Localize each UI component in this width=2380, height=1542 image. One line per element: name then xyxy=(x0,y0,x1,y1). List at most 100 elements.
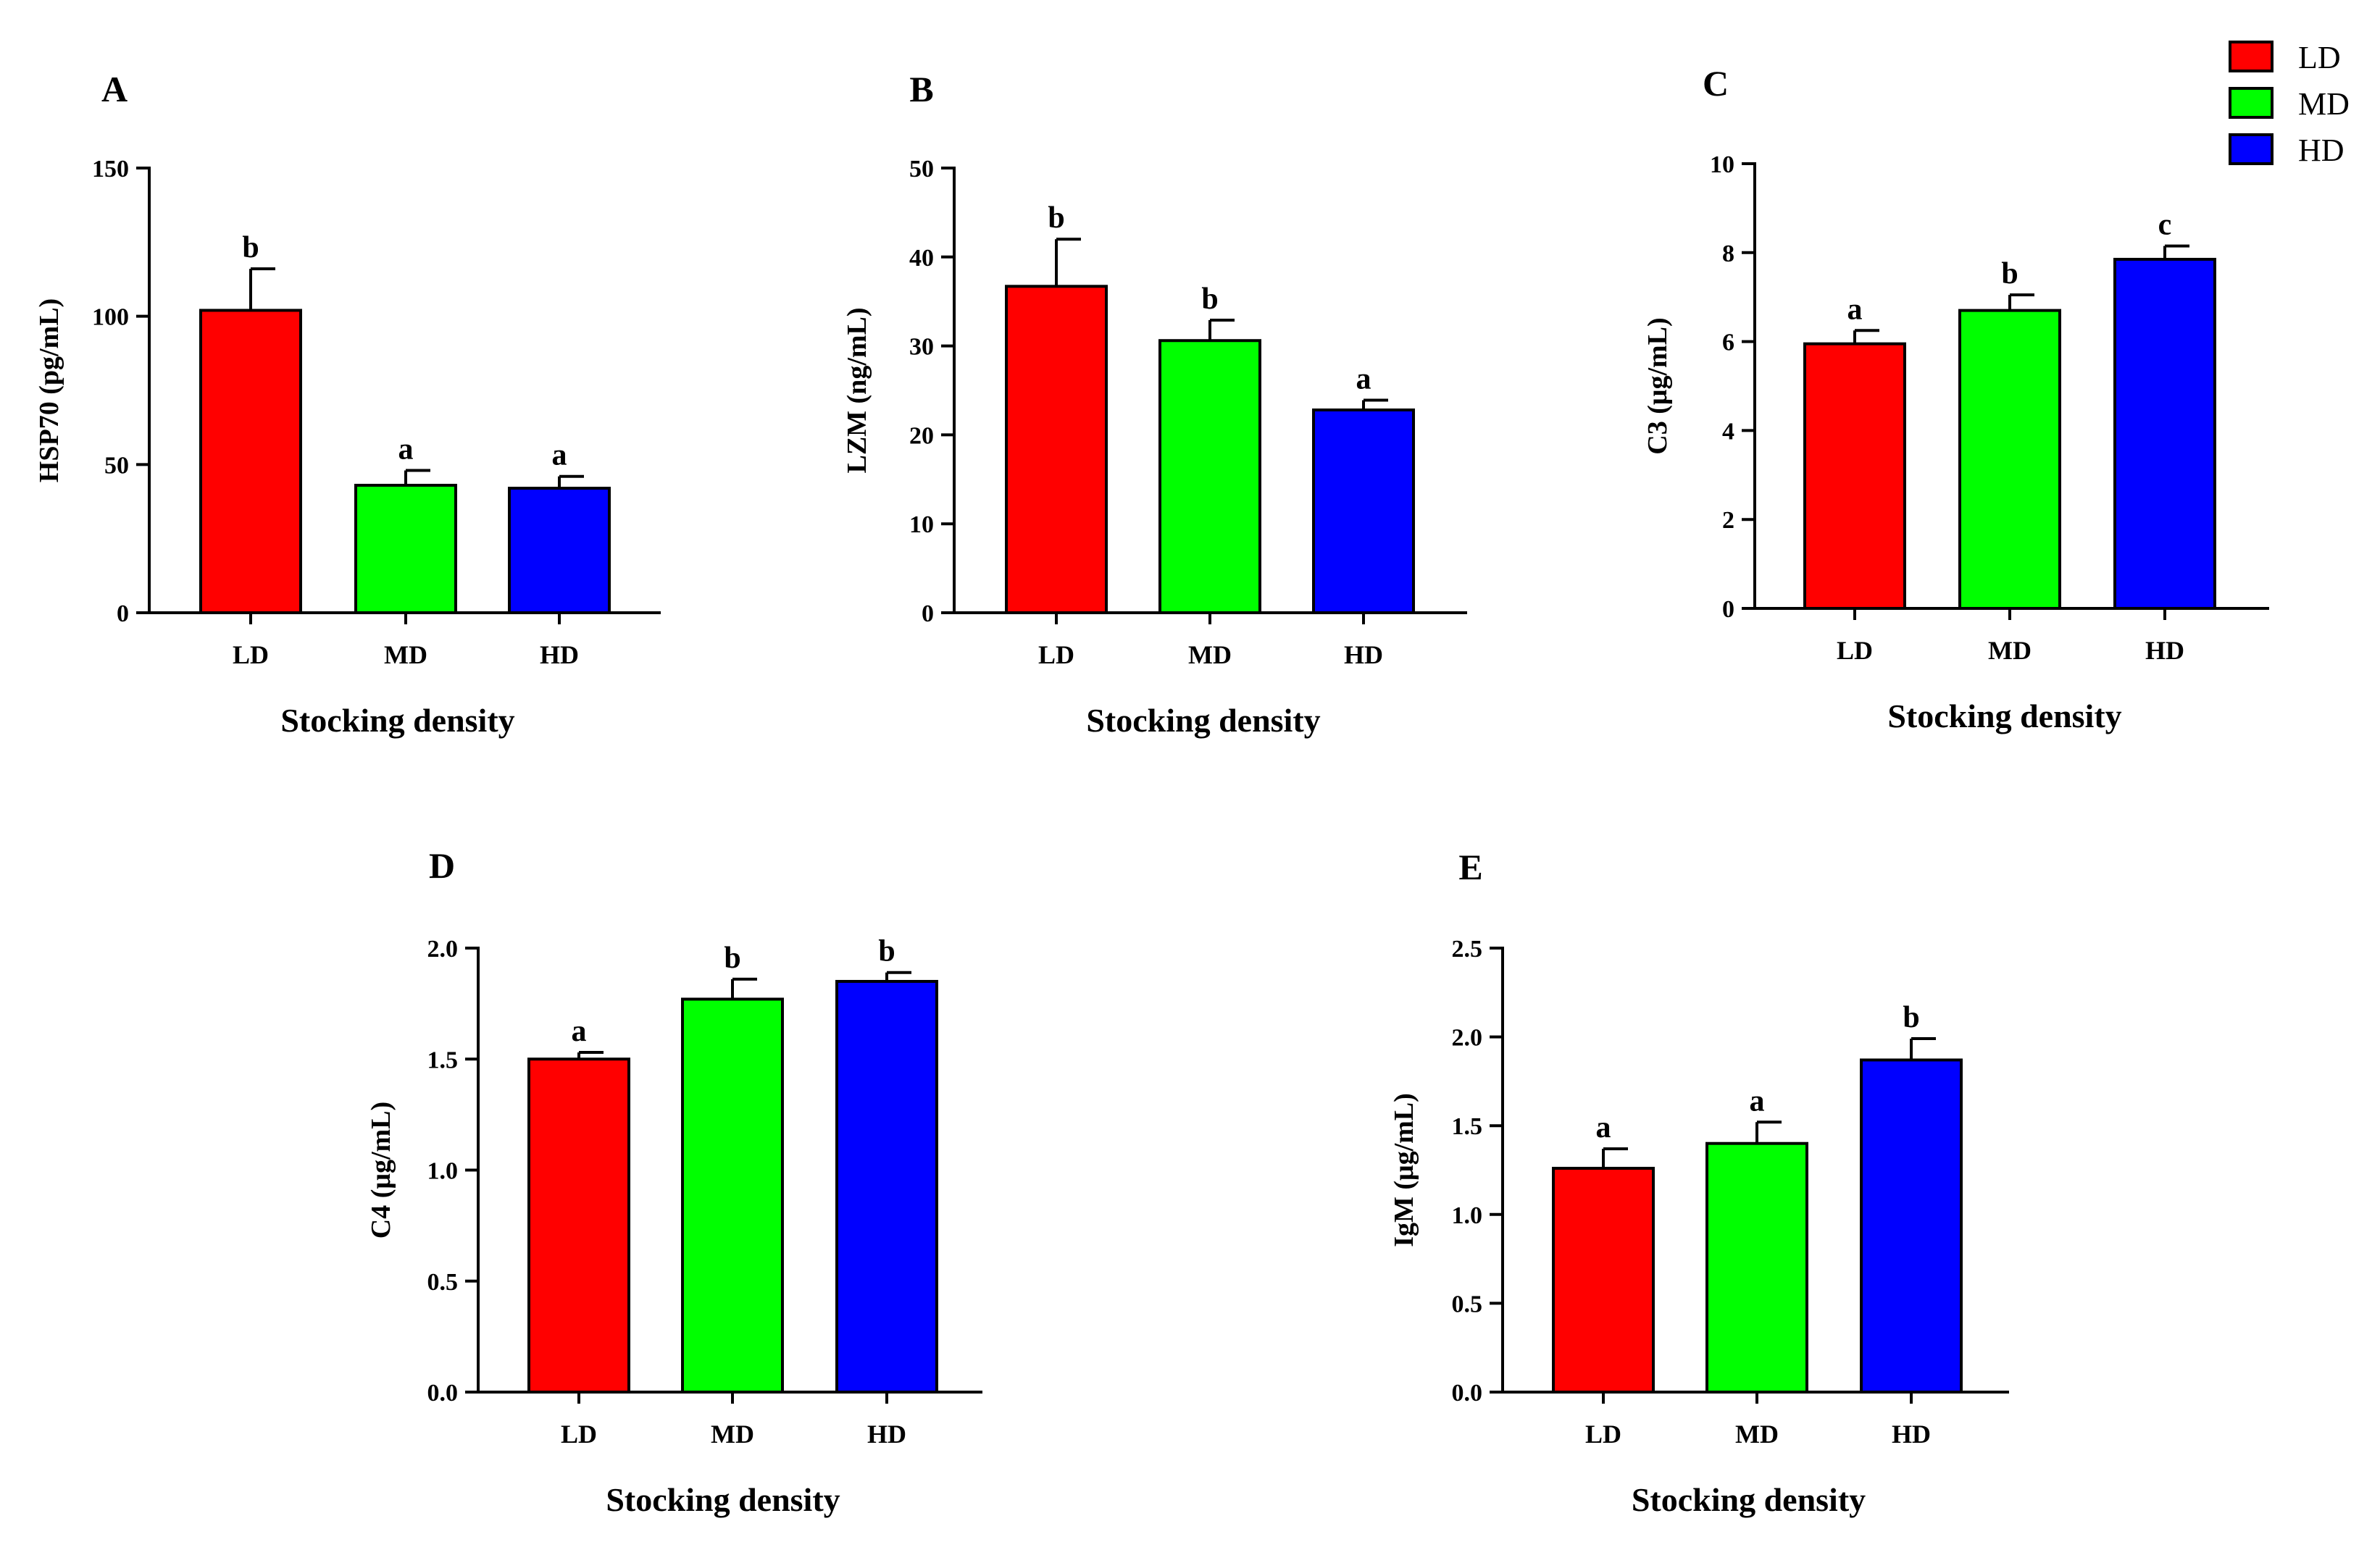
y-tick-label: 10 xyxy=(1710,151,1734,178)
chart-panel-a: Ab LD a MD a HD 0 50 100 150 HSP70 (pg/mL) Stocking… xyxy=(34,69,661,739)
y-tick-label: 50 xyxy=(909,156,934,183)
y-tick-label: 1.5 xyxy=(427,1047,459,1073)
panel-letter: C xyxy=(1703,63,1729,104)
significance-label: b xyxy=(1201,282,1218,316)
x-axis-title: Stocking density xyxy=(1086,702,1320,739)
x-tick-label: LD xyxy=(1585,1420,1621,1449)
x-tick-label: HD xyxy=(2145,636,2184,665)
bar-md xyxy=(1158,339,1261,614)
y-tick-label: 2.0 xyxy=(427,936,459,963)
y-tick-label: 0.5 xyxy=(427,1269,459,1296)
y-tick-label: 0 xyxy=(1722,596,1734,623)
significance-label: a xyxy=(572,1015,587,1048)
y-axis-title: HSP70 (pg/mL) xyxy=(34,298,64,482)
legend-label: MD xyxy=(2298,86,2350,122)
x-axis-title: Stocking density xyxy=(1887,697,2121,734)
y-tick-label: 4 xyxy=(1722,418,1734,445)
significance-label: b xyxy=(724,942,740,975)
y-tick-label: 50 xyxy=(104,452,129,479)
y-tick-label: 10 xyxy=(909,511,934,538)
y-tick-label: 1.5 xyxy=(1452,1113,1483,1140)
bar-ld xyxy=(527,1057,630,1394)
x-tick-label: LD xyxy=(1038,640,1074,669)
bar-hd xyxy=(508,487,611,615)
x-axis-title: Stocking density xyxy=(1632,1481,1866,1518)
bar-hd xyxy=(1860,1058,1963,1394)
legend-label: LD xyxy=(2298,40,2341,75)
x-tick-label: MD xyxy=(1988,636,2032,665)
bar-ld xyxy=(1803,342,1906,610)
x-axis-title: Stocking density xyxy=(606,1481,840,1518)
x-tick-label: HD xyxy=(867,1420,906,1449)
legend-swatch-ld xyxy=(2229,41,2273,72)
x-tick-label: HD xyxy=(1892,1420,1931,1449)
y-tick-label: 2.5 xyxy=(1452,936,1483,963)
y-tick-label: 0.0 xyxy=(427,1380,459,1407)
panel-letter: E xyxy=(1458,847,1482,887)
x-tick-label: HD xyxy=(540,640,579,669)
panel-letter: D xyxy=(429,845,455,886)
legend-swatch-hd xyxy=(2229,133,2273,165)
chart-panel-b: Bb LD b MD a HD 0 10 20 30 40 50 LZM (ng/mL) Stocking… xyxy=(842,69,1467,739)
significance-label: b xyxy=(2001,257,2018,290)
x-tick-label: HD xyxy=(1344,640,1383,669)
panel-letter: A xyxy=(101,69,128,109)
legend-label: HD xyxy=(2298,133,2344,168)
bar-md xyxy=(354,483,457,615)
y-tick-label: 0 xyxy=(922,600,934,627)
y-tick-label: 0.5 xyxy=(1452,1291,1483,1317)
chart-panel-c: Ca LD b MD c HD 0 2 4 6 8 10 C3 (μg/mL) Stocking dens… xyxy=(1642,63,2269,734)
chart-panel-e: Ea LD a MD b HD 0.0 0.5 1.0 1.5 2.0 2.5 IgM (μg/mL) S… xyxy=(1389,847,2009,1518)
legend-swatch-md xyxy=(2229,87,2273,119)
bar-ld xyxy=(1005,285,1108,614)
significance-label: a xyxy=(1847,293,1863,326)
y-axis-title: LZM (ng/mL) xyxy=(842,307,872,473)
legend: LD MD HD xyxy=(2229,40,2350,168)
y-tick-label: 0 xyxy=(117,600,129,627)
x-tick-label: MD xyxy=(711,1420,754,1449)
significance-label: c xyxy=(2158,209,2172,242)
significance-label: b xyxy=(878,935,895,968)
y-tick-label: 6 xyxy=(1722,330,1734,356)
y-tick-label: 20 xyxy=(909,422,934,449)
y-tick-label: 8 xyxy=(1722,240,1734,267)
significance-label: b xyxy=(242,231,259,264)
significance-label: a xyxy=(552,439,567,472)
y-tick-label: 40 xyxy=(909,245,934,272)
y-axis-title: C3 (μg/mL) xyxy=(1642,317,1673,454)
y-tick-label: 30 xyxy=(909,334,934,361)
chart-panel-d: Da LD b MD b HD 0.0 0.5 1.0 1.5 2.0 C4 (μg/mL) Stock… xyxy=(366,845,982,1518)
bar-md xyxy=(681,997,784,1394)
y-tick-label: 150 xyxy=(92,156,129,183)
significance-label: b xyxy=(1048,201,1064,235)
x-tick-label: LD xyxy=(1837,636,1873,665)
bar-hd xyxy=(1312,408,1415,614)
y-tick-label: 2 xyxy=(1722,507,1734,534)
x-tick-label: LD xyxy=(233,640,269,669)
y-axis-title: IgM (μg/mL) xyxy=(1389,1093,1419,1247)
y-tick-label: 2.0 xyxy=(1452,1025,1483,1052)
x-tick-label: MD xyxy=(1735,1420,1779,1449)
y-axis-title: C4 (μg/mL) xyxy=(366,1102,396,1239)
bar-md xyxy=(1958,309,2061,610)
x-tick-label: MD xyxy=(1188,640,1232,669)
y-tick-label: 1.0 xyxy=(1452,1202,1483,1229)
significance-label: a xyxy=(1750,1084,1765,1118)
significance-label: a xyxy=(1596,1111,1611,1144)
bar-hd xyxy=(2113,258,2216,610)
bar-md xyxy=(1705,1141,1808,1394)
bar-hd xyxy=(835,979,938,1394)
significance-label: a xyxy=(1356,363,1371,396)
x-tick-label: LD xyxy=(561,1420,597,1449)
y-tick-label: 1.0 xyxy=(427,1158,459,1185)
panel-letter: B xyxy=(909,69,933,109)
y-tick-label: 100 xyxy=(92,304,129,331)
bar-ld xyxy=(199,309,302,614)
significance-label: a xyxy=(398,433,414,466)
bar-ld xyxy=(1552,1167,1655,1394)
significance-label: b xyxy=(1903,1001,1919,1034)
y-tick-label: 0.0 xyxy=(1452,1380,1483,1407)
x-axis-title: Stocking density xyxy=(280,702,514,739)
x-tick-label: MD xyxy=(384,640,427,669)
